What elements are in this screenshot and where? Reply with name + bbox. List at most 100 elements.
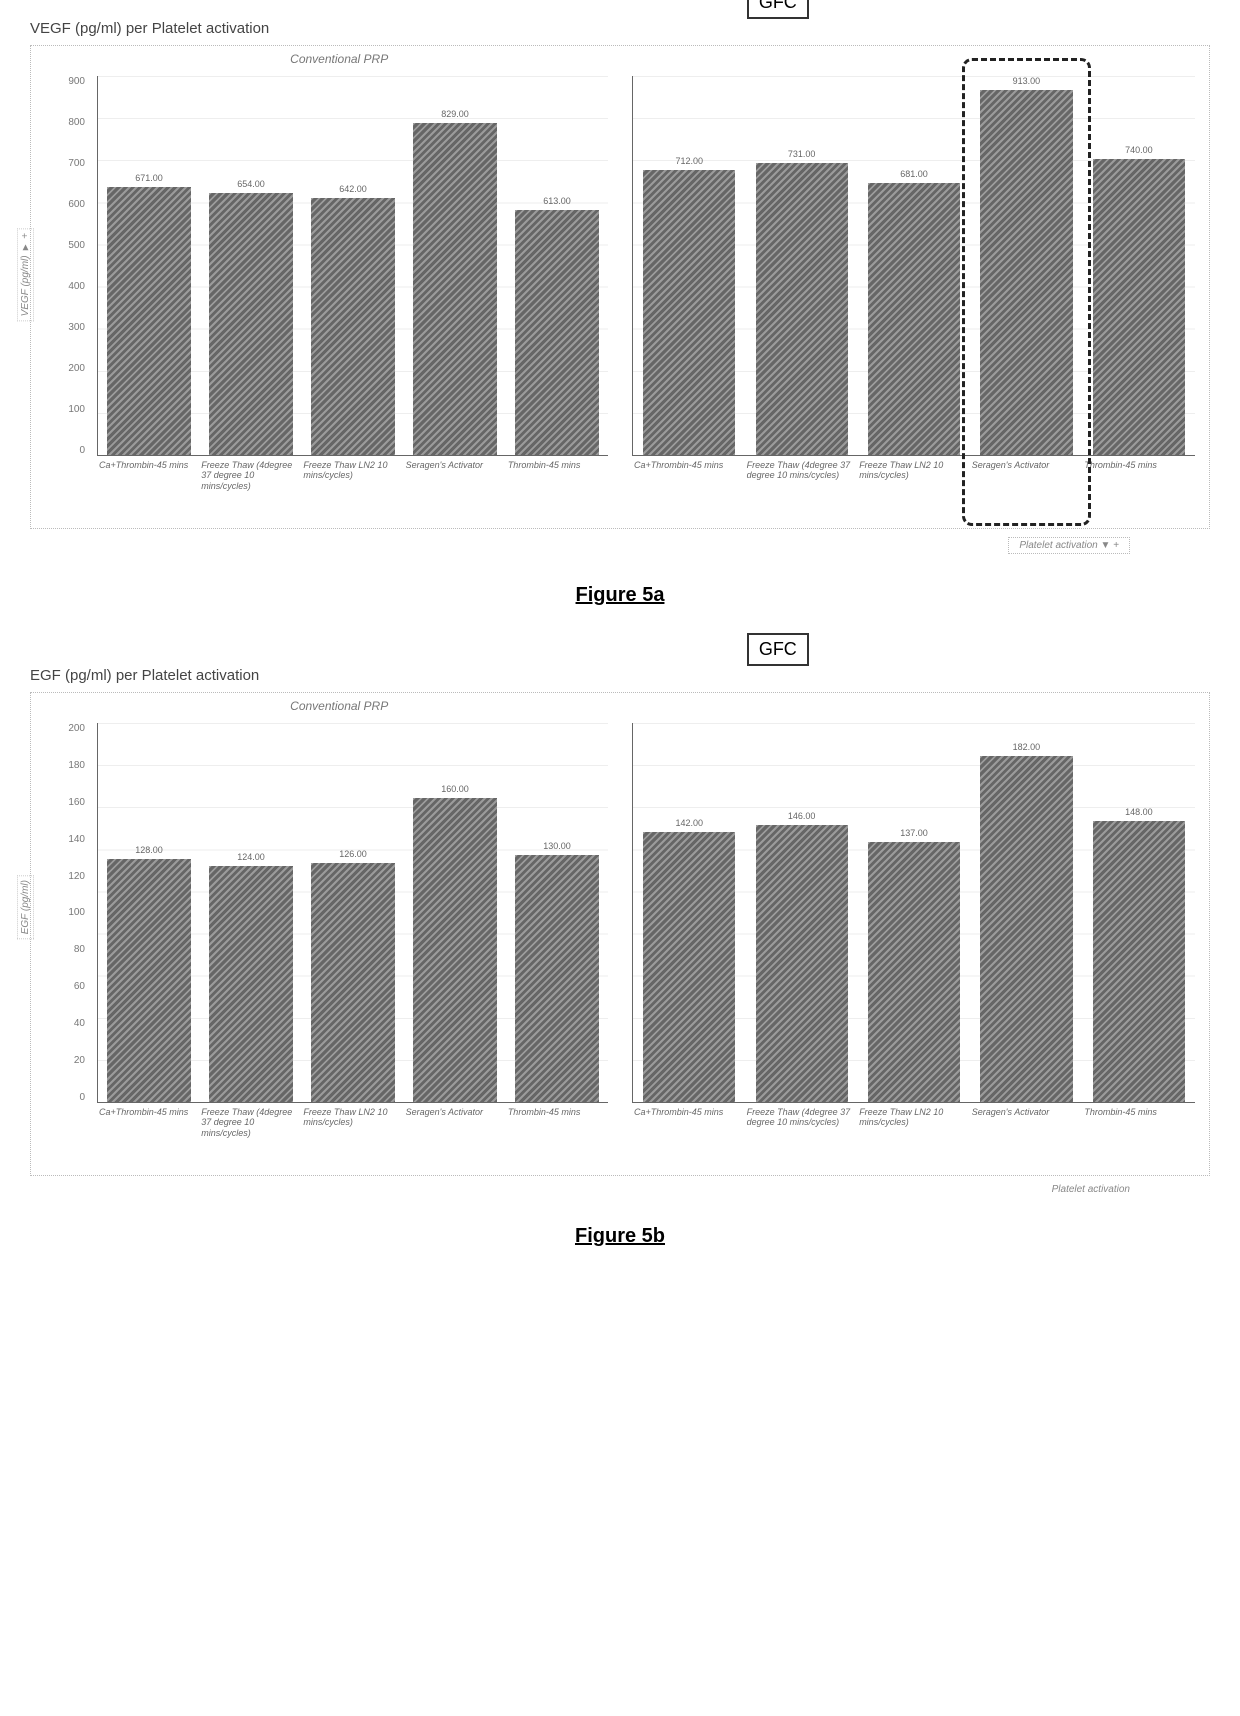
bar: 712.00 [633, 170, 745, 455]
bar-rect [980, 756, 1072, 1102]
category-label: Seragen's Activator [970, 1103, 1083, 1161]
bar: 142.00 [633, 832, 745, 1102]
bar: 829.00 [404, 123, 506, 455]
bar-rect [756, 825, 848, 1102]
bar-value-label: 731.00 [745, 149, 857, 159]
bar-rect [868, 842, 960, 1102]
bar: 146.00 [745, 825, 857, 1102]
bar-rect [515, 855, 599, 1102]
bar-value-label: 146.00 [745, 811, 857, 821]
gfc-label-box: GFC [747, 0, 809, 19]
category-label: Ca+Thrombin-45 mins [97, 1103, 199, 1161]
y-axis: EGF (pg/ml) 0 20 40 60 80 100 120 140 16… [45, 723, 91, 1103]
bar: 654.00 [200, 193, 302, 455]
category-label: Freeze Thaw (4degree 37 degree 10 mins/c… [199, 456, 301, 514]
bar-value-label: 142.00 [633, 818, 745, 828]
chart-frame: Conventional PRP EGF (pg/ml) 0 20 40 60 … [30, 692, 1210, 1176]
group-gfc: 712.00731.00681.00913.00740.00 Ca+Thromb… [632, 76, 1195, 514]
y-axis: VEGF (pg/ml) ▼ + 0 100 200 300 400 500 6… [45, 76, 91, 456]
bar-value-label: 654.00 [200, 179, 302, 189]
bar-rect [413, 798, 497, 1102]
category-label: Ca+Thrombin-45 mins [97, 456, 199, 514]
category-label: Ca+Thrombin-45 mins [632, 1103, 745, 1161]
bar-value-label: 126.00 [302, 849, 404, 859]
figure-caption: Figure 5a [30, 584, 1210, 607]
bar-rect [756, 163, 848, 455]
bar: 130.00 [506, 855, 608, 1102]
bars-area: 671.00654.00642.00829.00613.00 [97, 76, 608, 456]
figure-caption: Figure 5b [30, 1225, 1210, 1248]
bar: 740.00 [1083, 159, 1195, 455]
y-axis-label: EGF (pg/ml) [17, 875, 34, 939]
chart-title: EGF (pg/ml) per Platelet activation [30, 667, 1210, 684]
bar-value-label: 913.00 [970, 76, 1082, 86]
category-label: Freeze Thaw LN2 10 mins/cycles) [857, 1103, 970, 1161]
bar-rect [643, 832, 735, 1102]
bar-value-label: 137.00 [858, 828, 970, 838]
bar-value-label: 642.00 [302, 184, 404, 194]
group-label-conventional: Conventional PRP [290, 52, 388, 66]
bar: 182.00 [970, 756, 1082, 1102]
bar-rect [311, 863, 395, 1102]
bars-area: 142.00146.00137.00182.00148.00 [632, 723, 1195, 1103]
vegf-chart: VEGF (pg/ml) per Platelet activation GFC… [30, 20, 1210, 607]
bar-value-label: 712.00 [633, 156, 745, 166]
group-gfc: 142.00146.00137.00182.00148.00 Ca+Thromb… [632, 723, 1195, 1161]
category-label: Freeze Thaw LN2 10 mins/cycles) [301, 1103, 403, 1161]
category-label: Freeze Thaw LN2 10 mins/cycles) [301, 456, 403, 514]
bars-area: 712.00731.00681.00913.00740.00 [632, 76, 1195, 456]
bar-rect [107, 187, 191, 455]
category-label: Thrombin-45 mins [506, 456, 608, 514]
category-label: Seragen's Activator [404, 456, 506, 514]
bar: 126.00 [302, 863, 404, 1102]
bar-value-label: 671.00 [98, 173, 200, 183]
group-label-conventional: Conventional PRP [290, 699, 388, 713]
bar-rect [209, 866, 293, 1102]
bar-value-label: 160.00 [404, 784, 506, 794]
bars-area: 128.00124.00126.00 160.00 130.00 [97, 723, 608, 1103]
bar-value-label: 829.00 [404, 109, 506, 119]
category-label: Thrombin-45 mins [1082, 1103, 1195, 1161]
y-axis-label: VEGF (pg/ml) ▼ + [17, 228, 34, 321]
egf-chart: EGF (pg/ml) per Platelet activation GFC … [30, 667, 1210, 1248]
bar-value-label: 681.00 [858, 169, 970, 179]
bar-rect [1093, 159, 1185, 455]
x-axis-legend: Platelet activation [30, 1176, 1210, 1195]
group-conventional-prp: VEGF (pg/ml) ▼ + 0 100 200 300 400 500 6… [45, 76, 608, 514]
bar: 137.00 [858, 842, 970, 1102]
bar-value-label: 740.00 [1083, 145, 1195, 155]
bar: 642.00 [302, 198, 404, 455]
x-labels: Ca+Thrombin-45 minsFreeze Thaw (4degree … [97, 1103, 608, 1161]
bar: 128.00 [98, 859, 200, 1102]
x-labels: Ca+Thrombin-45 minsFreeze Thaw (4degree … [632, 1103, 1195, 1161]
bar-rect [107, 859, 191, 1102]
bar-rect [413, 123, 497, 455]
bar-rect [868, 183, 960, 455]
bar: 731.00 [745, 163, 857, 455]
category-label: Freeze Thaw (4degree 37 degree 10 mins/c… [745, 1103, 858, 1161]
gfc-label-box: GFC [747, 633, 809, 666]
category-label: Seragen's Activator [404, 1103, 506, 1161]
category-label: Seragen's Activator [970, 456, 1083, 514]
bar: 148.00 [1083, 821, 1195, 1102]
chart-frame: Conventional PRP VEGF (pg/ml) ▼ + 0 100 … [30, 45, 1210, 529]
x-axis-legend: Platelet activation ▼ + [30, 529, 1210, 554]
category-label: Thrombin-45 mins [506, 1103, 608, 1161]
group-conventional-prp: EGF (pg/ml) 0 20 40 60 80 100 120 140 16… [45, 723, 608, 1161]
bar: 124.00 [200, 866, 302, 1102]
bar-rect [643, 170, 735, 455]
x-labels: Ca+Thrombin-45 minsFreeze Thaw (4degree … [632, 456, 1195, 514]
category-label: Freeze Thaw (4degree 37 degree 10 mins/c… [199, 1103, 301, 1161]
bar: 913.00 [970, 90, 1082, 455]
bar: 613.00 [506, 210, 608, 455]
bar-value-label: 124.00 [200, 852, 302, 862]
bar-rect [515, 210, 599, 455]
bar-value-label: 613.00 [506, 196, 608, 206]
bar-rect [311, 198, 395, 455]
bar-value-label: 130.00 [506, 841, 608, 851]
bar: 681.00 [858, 183, 970, 455]
bar-rect [209, 193, 293, 455]
category-label: Freeze Thaw LN2 10 mins/cycles) [857, 456, 970, 514]
x-labels: Ca+Thrombin-45 minsFreeze Thaw (4degree … [97, 456, 608, 514]
category-label: Thrombin-45 mins [1082, 456, 1195, 514]
